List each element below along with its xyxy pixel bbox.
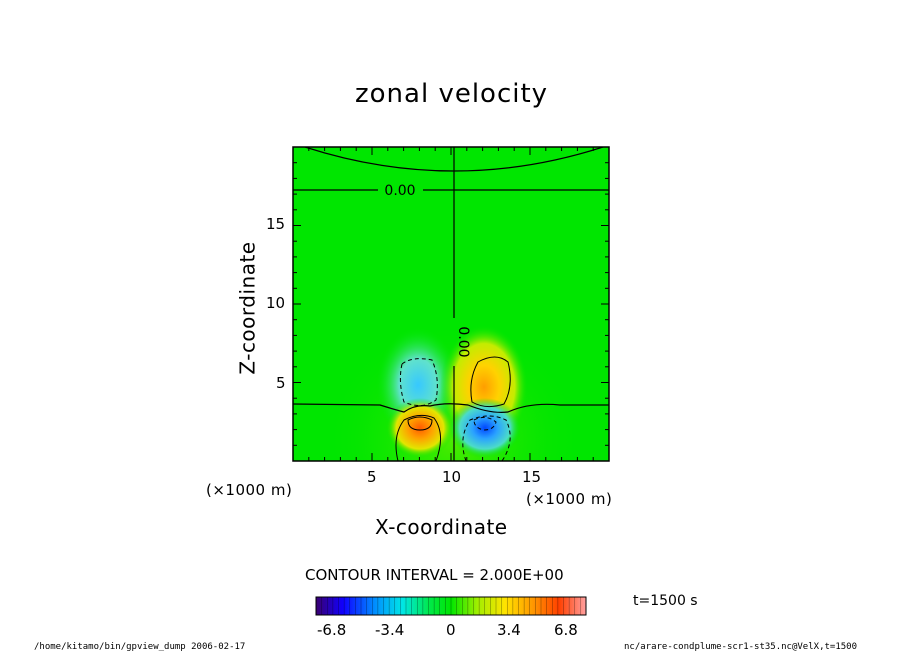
colorbar-tick-label: -3.4	[375, 621, 405, 639]
y-tick-label: 15	[266, 215, 286, 233]
positive-anomaly-lower	[386, 398, 454, 458]
time-label: t=1500 s	[633, 593, 698, 609]
footer-right: nc/arare-condplume-scr1-st35.nc@VelX,t=1…	[624, 642, 857, 652]
contour-zero-lower	[293, 403, 609, 413]
x-tick-label: 15	[522, 468, 542, 486]
contour-label-vertical: 0.00	[455, 326, 471, 357]
colorbar-tick-label: 6.8	[554, 621, 578, 639]
y-tick-label: 5	[276, 374, 286, 392]
colorbar-tick-label: 3.4	[497, 621, 521, 639]
contour-positive-upper	[470, 356, 511, 408]
contour-negative-lower-inner	[473, 416, 497, 431]
contour-negative-lower-outer	[462, 415, 511, 461]
y-axis-label: Z-coordinate	[235, 241, 260, 375]
contour-positive-lower-inner	[407, 416, 433, 431]
z-multiplier-label: (×1000 m)	[206, 481, 293, 499]
contour-interval-label: CONTOUR INTERVAL = 2.000E+00	[305, 566, 564, 584]
contour-label-horizontal: 0.00	[384, 183, 415, 199]
footer-left: /home/kitamo/bin/gpview_dump 2006-02-17	[34, 642, 246, 652]
colorbar-tick-label: -6.8	[317, 621, 347, 639]
x-tick-label: 10	[442, 468, 462, 486]
x-axis-label: X-coordinate	[375, 515, 508, 539]
x-tick-label: 5	[367, 468, 377, 486]
plot-area	[293, 147, 609, 461]
contour-positive-lower-outer	[395, 414, 441, 461]
negative-anomaly-lower	[449, 398, 521, 458]
colorbar-dividers	[321, 597, 581, 615]
chart-title: zonal velocity	[355, 79, 549, 109]
colorbar-tick-label: 0	[446, 621, 456, 639]
y-tick-label: 10	[266, 294, 286, 312]
tick-marks	[293, 147, 609, 461]
contour-negative-upper	[399, 358, 438, 406]
x-multiplier-label: (×1000 m)	[526, 490, 613, 508]
